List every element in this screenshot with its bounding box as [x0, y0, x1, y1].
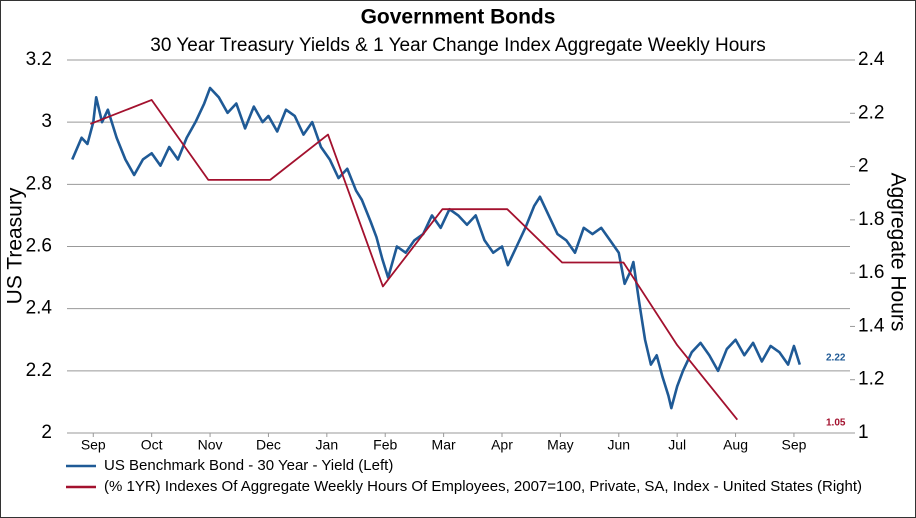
y2-tick-label: 1.8: [858, 209, 884, 230]
x-tick-label: May: [547, 437, 573, 453]
chart-title: Government Bonds: [361, 6, 556, 29]
series-line: [90, 99, 739, 421]
last-value-label: 1.05: [826, 417, 846, 428]
x-tick-label: Feb: [373, 437, 397, 453]
y2-tick-label: 2.4: [858, 49, 885, 70]
legend-label: US Benchmark Bond - 30 Year - Yield (Lef…: [104, 457, 393, 474]
y-tick-label: 3.2: [26, 49, 52, 70]
x-tick-label: Jan: [316, 437, 339, 453]
y-tick-label: 2.6: [26, 236, 52, 257]
y-tick-label: 2.2: [26, 360, 52, 381]
x-tick-label: Mar: [432, 437, 456, 453]
x-tick-label: Dec: [256, 437, 281, 453]
y2-tick-label: 1.6: [858, 262, 884, 283]
x-tick-label: Apr: [491, 437, 513, 453]
y2-tick-label: 2.2: [858, 102, 884, 123]
y2-axis-label: Aggregate Hours: [886, 173, 909, 332]
x-tick-label: Oct: [141, 437, 163, 453]
y2-tick-label: 1: [858, 422, 869, 443]
x-tick-label: Jun: [607, 437, 630, 453]
y-tick-label: 2: [41, 422, 52, 443]
x-tick-label: Sep: [81, 437, 106, 453]
y-tick-label: 2.8: [26, 173, 52, 194]
x-tick-label: Aug: [723, 437, 748, 453]
x-tick-label: Jul: [668, 437, 686, 453]
last-value-label: 2.22: [826, 352, 846, 363]
y-axis-label: US Treasury: [4, 187, 27, 304]
y2-tick-label: 1.2: [858, 369, 884, 390]
series-line: [71, 86, 802, 410]
x-tick-label: Sep: [781, 437, 806, 453]
y-tick-label: 3: [41, 111, 52, 132]
y-tick-label: 2.4: [26, 298, 53, 319]
legend-label: (% 1YR) Indexes Of Aggregate Weekly Hour…: [104, 478, 862, 495]
y2-tick-label: 1.4: [858, 315, 885, 336]
chart-subtitle: 30 Year Treasury Yields & 1 Year Change …: [150, 35, 765, 56]
y2-tick-label: 2: [858, 156, 869, 177]
x-tick-label: Nov: [198, 437, 223, 453]
